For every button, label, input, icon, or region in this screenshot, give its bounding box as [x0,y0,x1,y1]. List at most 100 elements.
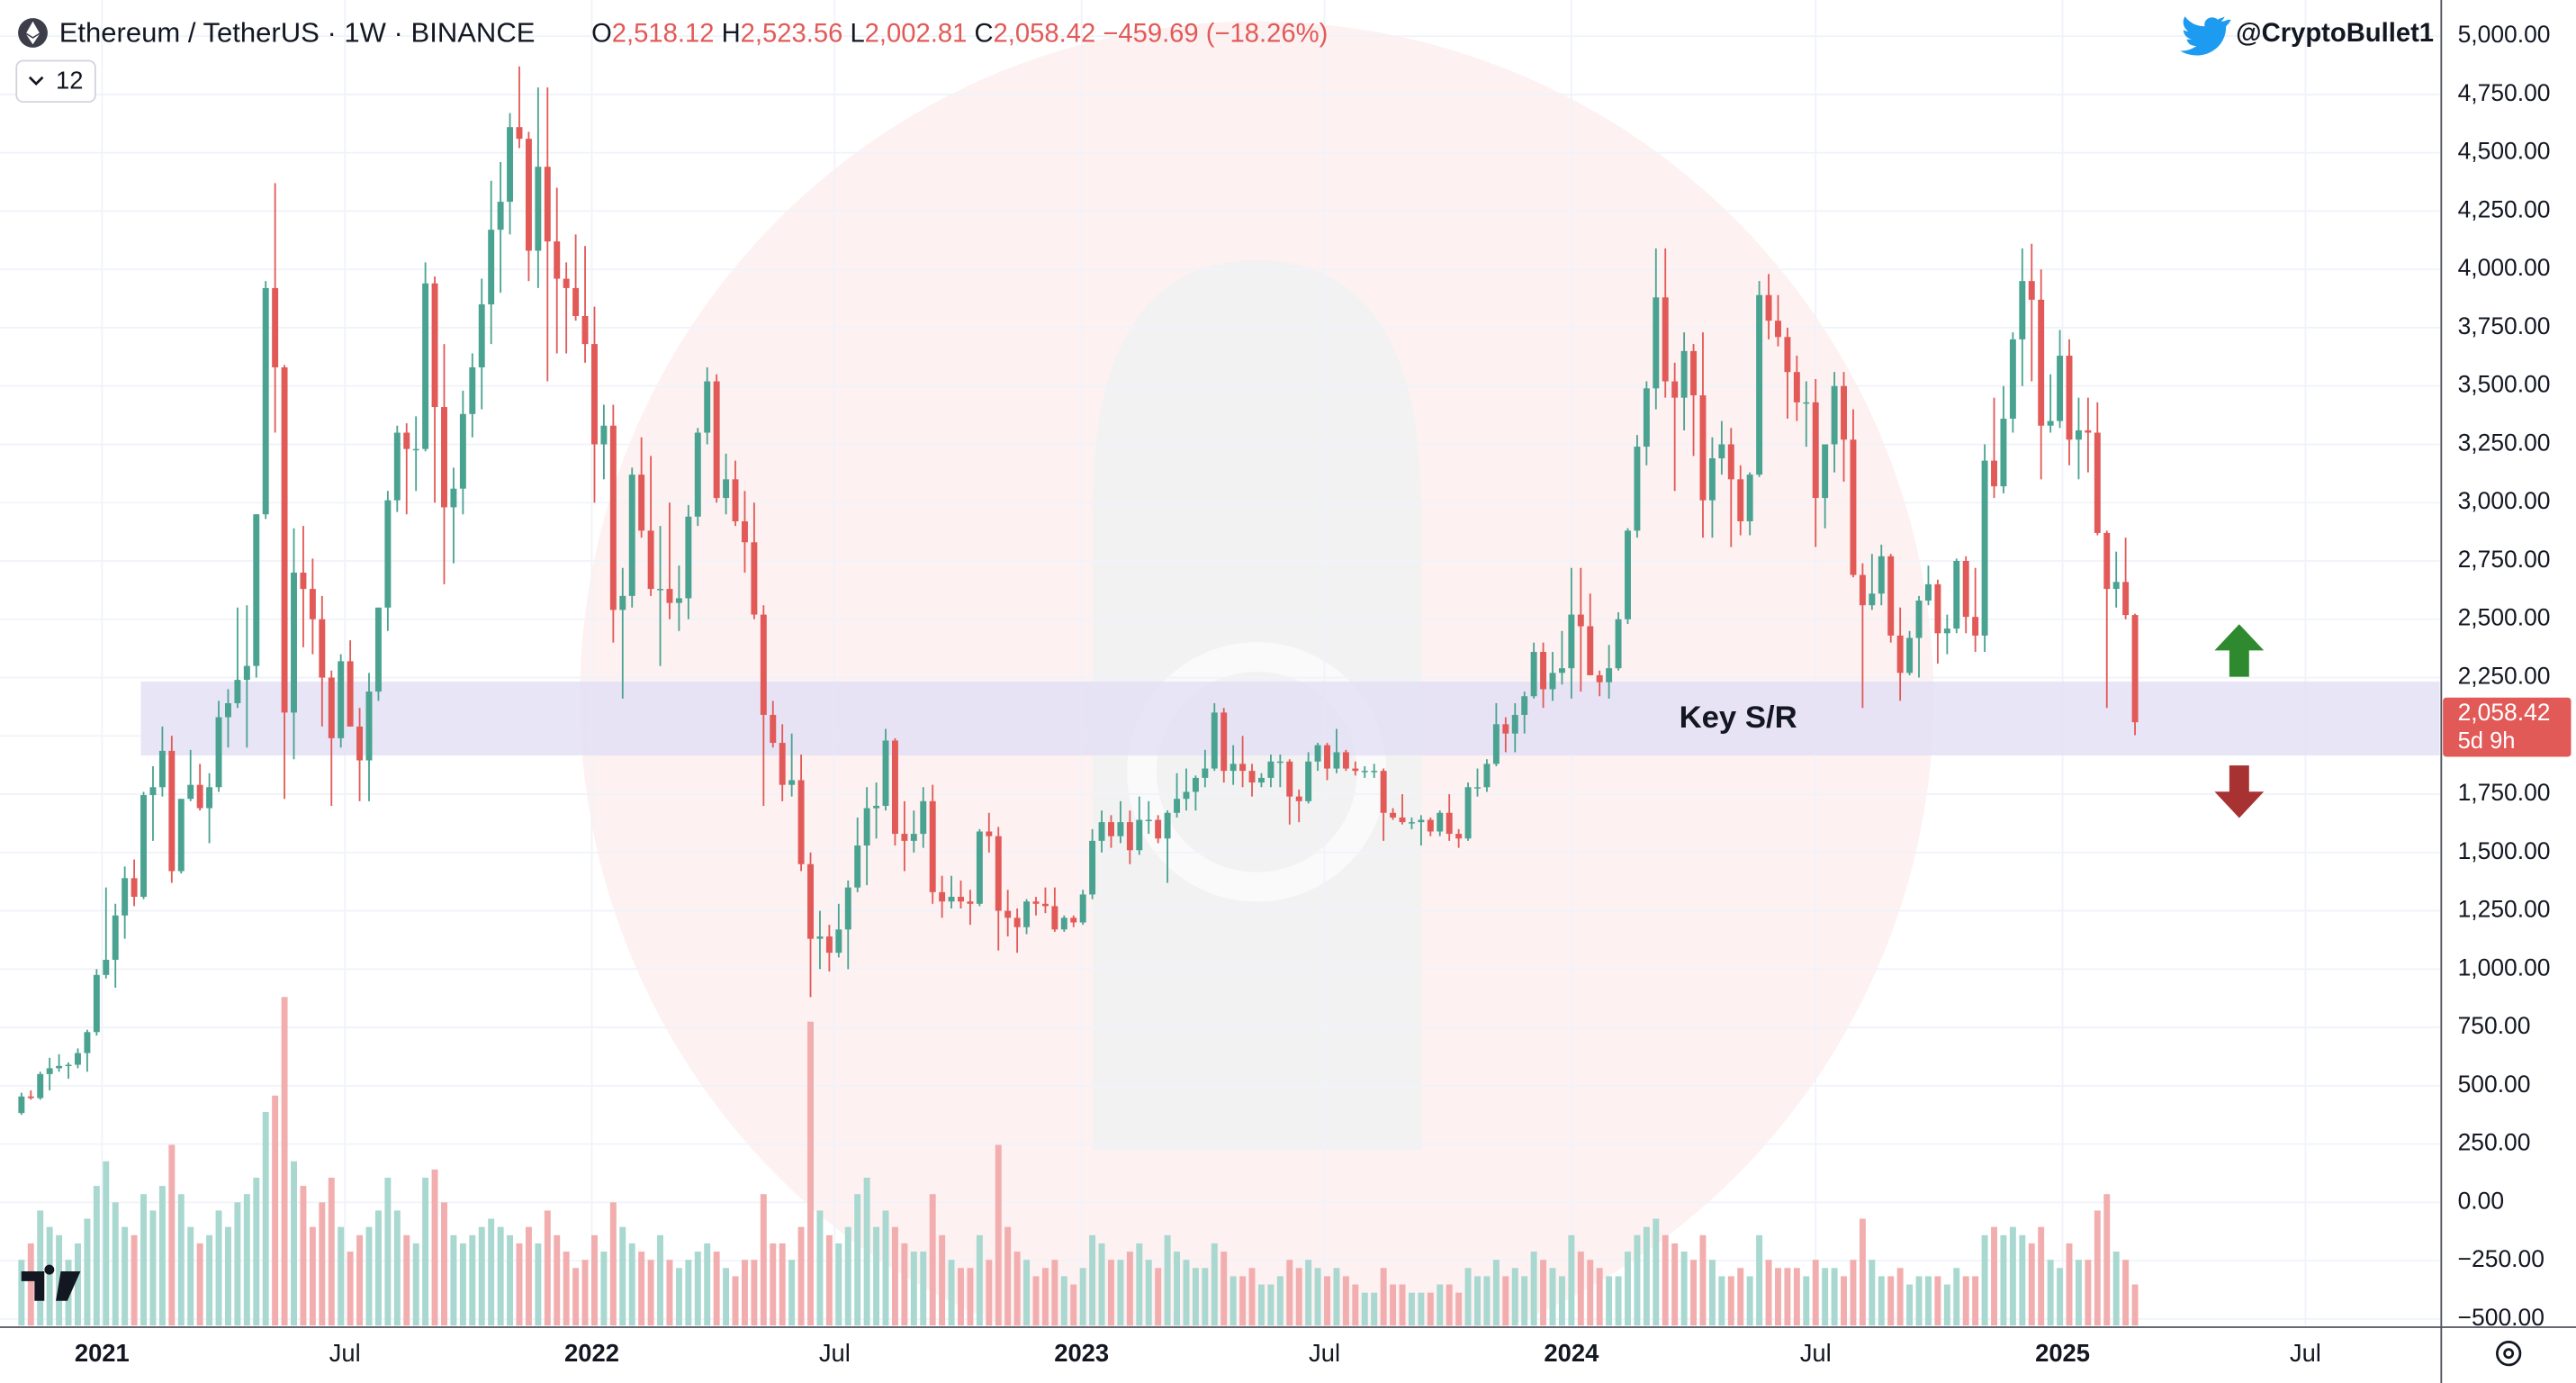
volume-bar [581,1260,589,1326]
indicator-box[interactable] [15,59,96,104]
candle-body [1136,819,1143,851]
volume-bar [1756,1234,1763,1326]
x-tick-label: 2024 [1544,1339,1599,1367]
candle-body [272,287,279,367]
candle-body [863,808,870,846]
volume-bar [497,1226,504,1326]
candle-body [1455,834,1463,839]
volume-bar [27,1243,34,1326]
volume-bar [168,1144,176,1326]
volume-bar [328,1177,335,1326]
volume-bar [1004,1226,1012,1326]
volume-bar [713,1252,720,1326]
x-tick-label: Jul [1800,1339,1832,1367]
candle-body [891,740,898,835]
eth-glyph [26,21,40,45]
candle-body [507,127,514,203]
candle-body [319,619,326,678]
candle-body [2112,582,2120,590]
volume-bar [797,1226,805,1326]
settings-icon[interactable] [2496,1341,2522,1367]
indicator-count: 12 [56,66,83,94]
chart-title: Ethereum / TetherUS · 1W · BINANCE [59,17,536,49]
candle-body [1117,822,1124,836]
candle-body [516,127,523,140]
volume-bar [84,1218,91,1326]
candle-body [1464,787,1472,839]
candle-body [2131,615,2139,723]
volume-bar [1991,1226,1997,1326]
volume-bar [1511,1268,1518,1326]
candle-body [18,1096,25,1114]
candle-body [365,692,373,761]
volume-bar [2122,1260,2130,1326]
volume-bar [1248,1268,1256,1326]
candle-body [478,304,485,367]
volume-bar [122,1226,129,1326]
candle-body [1962,561,1969,618]
candle-body [384,500,392,608]
candle-body [1098,822,1105,841]
candle-body [525,139,532,251]
candle-body [75,1053,81,1065]
candle-body [1690,350,1698,396]
candle-body [1831,385,1838,445]
volume-bar [1474,1276,1481,1326]
candle-body [1276,761,1283,764]
volume-bar [788,1260,796,1326]
y-tick-label: 2,500.00 [2458,604,2551,631]
y-tick-label: 3,500.00 [2458,371,2551,398]
volume-bar [1136,1243,1143,1326]
candle-body [1896,635,1904,673]
volume-bar [1577,1252,1584,1326]
candle-body [2075,429,2082,440]
candle-body [554,241,561,279]
candle-body [609,425,617,610]
candle-body [450,488,457,508]
volume-bar [319,1202,326,1326]
volume-bar [1540,1260,1547,1326]
volume-bar [901,1243,908,1326]
volume-bar [939,1234,946,1326]
candle-body [1202,768,1209,778]
candle-body [535,167,542,251]
volume-bar [93,1186,100,1326]
candle-body [1775,321,1781,338]
volume-bar [1314,1268,1321,1326]
volume-bar [657,1234,664,1326]
volume-bar [1869,1260,1876,1326]
candle-body [1446,812,1453,835]
author-handle: @CryptoBullet1 [2236,19,2434,48]
volume-bar [1502,1276,1509,1326]
volume-bar [891,1226,898,1326]
volume-bar [1211,1243,1218,1326]
volume-bar [215,1210,222,1326]
time-axis-bg [0,1326,2576,1383]
volume-bar [910,1252,917,1326]
candle-body [779,743,786,785]
volume-bar [1145,1260,1152,1326]
indicator-toggle[interactable]: 12 [15,59,96,104]
candle-body [2103,532,2111,590]
volume-bar [2085,1260,2092,1326]
volume-bar [1023,1260,1031,1326]
volume-bar [1446,1284,1453,1326]
candle-body [1399,817,1406,823]
volume-bar [1267,1284,1274,1326]
volume-bar [1258,1284,1265,1326]
volume-bar [1164,1234,1171,1326]
candle-body [1587,626,1594,675]
volume-bar [459,1243,466,1326]
volume-bar [1793,1268,1800,1326]
volume-bar [1483,1276,1491,1326]
candle-body [1634,447,1641,531]
volume-bar [554,1234,561,1326]
volume-bar [2066,1243,2073,1326]
volume-bar [779,1243,786,1326]
candle-body [816,936,824,939]
volume-bar [488,1218,495,1326]
candle-body [1699,395,1707,501]
